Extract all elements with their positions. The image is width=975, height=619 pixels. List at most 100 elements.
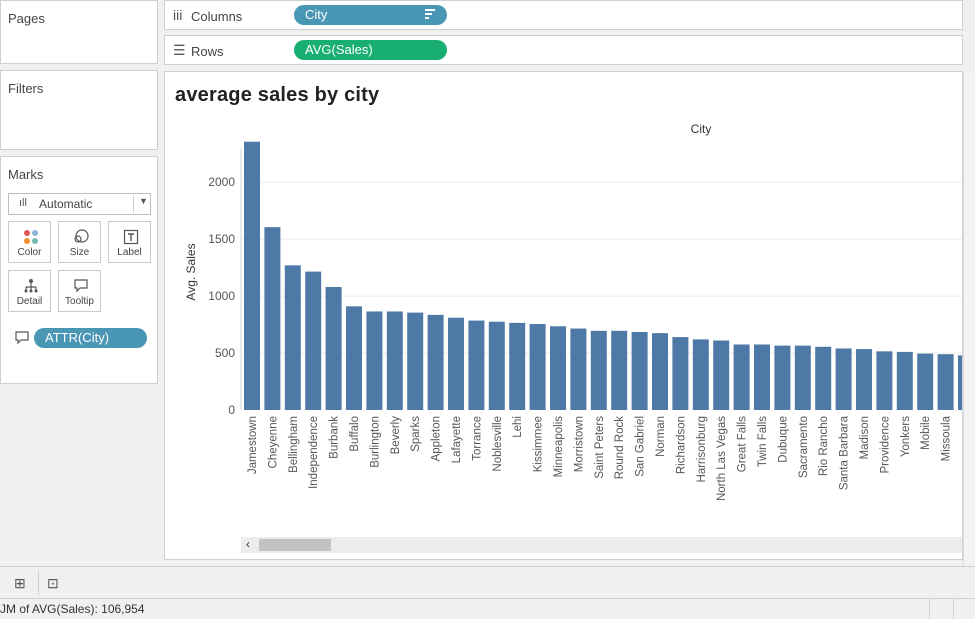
- columns-label: Columns: [191, 9, 243, 24]
- view-card: average sales by city 0 500 1000 1500 2000 Av…: [164, 71, 963, 560]
- bar: [550, 326, 566, 410]
- x-tick-label: Lafayette: [451, 416, 463, 463]
- y-tick-label: 0: [228, 403, 235, 417]
- marks-card: Marks ıll Automatic ▼ Color Size Label D…: [0, 156, 158, 384]
- bar: [958, 355, 962, 410]
- city-pill-text: City: [305, 7, 328, 22]
- text-label-icon: [123, 229, 139, 245]
- x-tick-label: Rio Rancho: [818, 416, 830, 476]
- label-button[interactable]: Label: [108, 221, 151, 263]
- tab-divider: [38, 571, 39, 595]
- new-worksheet-icon[interactable]: ⊞: [14, 575, 26, 591]
- label-label: Label: [117, 247, 142, 258]
- size-label: Size: [69, 247, 90, 258]
- status-text: JM of AVG(Sales): 106,954: [0, 602, 145, 616]
- bar: [509, 322, 526, 410]
- bar: [611, 330, 628, 410]
- vertical-scrollbar[interactable]: [963, 71, 975, 566]
- filters-card[interactable]: Filters: [0, 70, 158, 150]
- x-tick-label: Kissimmee: [533, 416, 545, 472]
- x-tick-label: Minneapolis: [553, 416, 565, 478]
- bar: [488, 321, 505, 410]
- x-tick-label: Twin Falls: [757, 416, 769, 467]
- scrollbar-thumb[interactable]: [259, 539, 331, 551]
- new-dashboard-icon[interactable]: ⊡: [47, 575, 59, 591]
- y-tick-label: 1500: [208, 232, 235, 246]
- size-button[interactable]: Size: [58, 221, 101, 263]
- rows-shelf: ☰ Rows AVG(Sales): [164, 35, 963, 65]
- bar: [346, 306, 362, 410]
- tooltip-label: Tooltip: [65, 296, 94, 307]
- bar: [835, 348, 852, 410]
- bar: [754, 344, 770, 410]
- bar: [692, 339, 709, 410]
- x-tick-label: Cheyenne: [267, 416, 279, 468]
- attr-city-pill[interactable]: ATTR(City): [34, 328, 147, 348]
- chevron-down-icon: ▼: [139, 196, 148, 206]
- bar: [407, 312, 424, 410]
- sort-descending-icon: [425, 9, 435, 21]
- x-tick-label: Torrance: [471, 416, 483, 461]
- x-tick-label: Round Rock: [614, 416, 626, 480]
- x-tick-label: Morristown: [573, 416, 585, 472]
- x-tick-label: Independence: [308, 416, 320, 489]
- bar: [856, 349, 872, 410]
- sheet-tab-bar: ⊞ ⊡: [0, 566, 975, 599]
- x-tick-label: San Gabriel: [635, 416, 647, 477]
- tooltip-button[interactable]: Tooltip: [58, 270, 101, 312]
- x-tick-label: Burlington: [369, 416, 381, 468]
- x-tick-label: Mobile: [920, 416, 932, 450]
- bar: [468, 320, 485, 410]
- status-divider-1: [929, 599, 930, 619]
- detail-icon: [24, 279, 38, 293]
- avg-sales-pill[interactable]: AVG(Sales): [294, 40, 447, 60]
- x-tick-label: Missoula: [941, 415, 953, 461]
- x-tick-label: Yonkers: [900, 416, 912, 457]
- bar: [284, 265, 301, 410]
- bar: [325, 286, 342, 410]
- color-button[interactable]: Color: [8, 221, 51, 263]
- tooltip-field-icon: [15, 331, 29, 345]
- y-tick-label: 2000: [208, 175, 235, 189]
- x-tick-label: Great Falls: [737, 416, 749, 472]
- city-pill[interactable]: City: [294, 5, 447, 25]
- x-tick-label: Sacramento: [798, 416, 810, 478]
- x-tick-label: Jamestown: [247, 416, 259, 474]
- x-tick-label: Harrisonburg: [696, 416, 708, 482]
- status-divider-2: [953, 599, 954, 619]
- column-header: City: [691, 122, 712, 136]
- x-tick-label: Saint Peters: [594, 416, 606, 479]
- bar-chart-icon: ıll: [19, 197, 27, 209]
- x-tick-label: Santa Barbara: [839, 415, 851, 490]
- x-tick-label: North Las Vegas: [716, 416, 728, 501]
- x-tick-label: Burbank: [329, 416, 341, 459]
- x-tick-label: Dubuque: [777, 416, 789, 463]
- bar-chart: 0 500 1000 1500 2000 Avg. Sales City Jamestown C…: [184, 122, 962, 501]
- bar: [733, 344, 750, 410]
- horizontal-scrollbar[interactable]: ‹: [241, 537, 962, 553]
- filters-title: Filters: [8, 81, 44, 96]
- y-tick-label: 500: [215, 346, 235, 360]
- scroll-left-icon[interactable]: ‹: [246, 537, 250, 551]
- bar: [366, 311, 383, 410]
- pages-title: Pages: [8, 11, 45, 26]
- bar: [896, 351, 913, 410]
- x-tick-label: Bellingham: [288, 416, 300, 473]
- bar: [590, 330, 607, 410]
- y-axis-title: Avg. Sales: [184, 243, 198, 300]
- x-tick-label: Beverly: [390, 416, 402, 455]
- status-bar: JM of AVG(Sales): 106,954: [0, 598, 975, 619]
- pages-card[interactable]: Pages: [0, 0, 158, 64]
- bar: [815, 346, 832, 410]
- mark-type-dropdown[interactable]: ıll Automatic ▼: [8, 193, 151, 215]
- x-tick-label: Richardson: [675, 416, 687, 474]
- bar: [264, 227, 281, 410]
- tooltip-icon: [74, 279, 88, 293]
- detail-button[interactable]: Detail: [8, 270, 51, 312]
- x-tick-label: Madison: [859, 416, 871, 459]
- bar: [529, 323, 546, 410]
- bar: [774, 345, 791, 410]
- bar: [570, 328, 587, 410]
- x-tick-label: Buffalo: [349, 416, 361, 452]
- x-tick-label: Appleton: [431, 416, 443, 461]
